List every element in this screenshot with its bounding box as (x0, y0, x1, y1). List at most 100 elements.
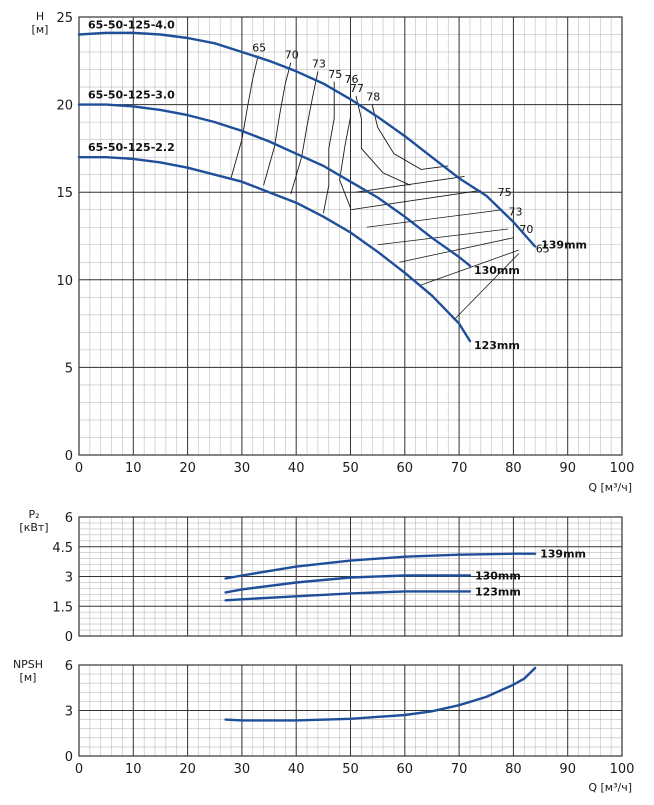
series-line (77, 31, 537, 248)
plot-frame (78, 664, 623, 757)
efficiency-line (263, 62, 292, 186)
y-tick-label: 10 (56, 274, 73, 289)
model-label: 65-50-125-2.2 (88, 141, 175, 154)
grid-major (78, 516, 623, 637)
y-tick-label: 5 (65, 361, 73, 376)
x-tick-label: 50 (342, 762, 359, 777)
efficiency-rung (355, 176, 465, 193)
efficiency-label: 76 (345, 73, 359, 86)
x-tick-label: 70 (451, 461, 468, 476)
efficiency-line (230, 55, 259, 179)
model-label: 65-50-125-3.0 (88, 89, 175, 102)
series-line (224, 552, 537, 580)
efficiency-label: 73 (509, 205, 523, 218)
y-tick-label: 20 (56, 99, 73, 114)
head-curve-labels: 65-50-125-4.0 139mm 65-50-125-3.0 130mm 65-5… (88, 19, 587, 353)
grid-major (78, 16, 623, 456)
head-curves (77, 31, 537, 343)
series-label: 130mm (475, 570, 521, 583)
x-tick-label: 0 (75, 461, 83, 476)
efficiency-label: 75 (498, 186, 512, 199)
y-axis-title: P₂ [кВт] (19, 508, 48, 534)
x-tick-label: 40 (288, 762, 305, 777)
x-tick-label: 60 (397, 762, 414, 777)
efficiency-label: 78 (366, 91, 380, 104)
x-tick-label: 0 (75, 762, 83, 777)
efficiency-line (371, 104, 449, 170)
axis-ticks: 0 5 10 15 20 25 0 10 20 30 40 50 60 70 80 90 100 (56, 11, 634, 476)
model-label: 65-50-125-4.0 (88, 19, 175, 32)
y-tick-label: 4.5 (52, 541, 73, 556)
x-tick-label: 30 (234, 461, 251, 476)
power-curves (224, 552, 537, 602)
y-tick-label: 0 (65, 630, 73, 645)
axis-ticks: 0 1.5 3 4.5 6 (52, 511, 73, 645)
efficiency-label: 73 (312, 57, 326, 70)
x-tick-label: 100 (610, 762, 635, 777)
y-axis-title: NPSH [м] (13, 658, 43, 684)
series-line (224, 574, 472, 594)
efficiency-label: 65 (252, 42, 266, 55)
plot-frame (78, 516, 623, 637)
y-tick-label: 6 (65, 511, 73, 526)
series-line (77, 103, 472, 267)
y-tick-label: 1.5 (52, 600, 73, 615)
x-tick-label: 80 (505, 461, 522, 476)
y-tick-label: 25 (56, 11, 73, 26)
y-tick-label: 3 (65, 571, 73, 586)
grid-major (78, 664, 623, 757)
x-axis-title: Q [м³/ч] (588, 781, 632, 794)
series-line (77, 155, 472, 343)
x-tick-label: 10 (125, 762, 142, 777)
x-tick-label: 30 (234, 762, 251, 777)
efficiency-label: 75 (328, 68, 342, 81)
diameter-label: 139mm (541, 239, 587, 252)
x-tick-label: 50 (342, 461, 359, 476)
series-line (224, 590, 472, 602)
efficiency-rung (399, 237, 514, 263)
series-label: 139mm (540, 548, 586, 561)
npsh-curves (224, 666, 537, 722)
y-tick-label: 15 (56, 186, 73, 201)
efficiency-label: 77 (350, 82, 364, 95)
x-axis-title: Q [м³/ч] (588, 481, 632, 494)
y-tick-label: 3 (65, 705, 73, 720)
diameter-label: 130mm (474, 264, 520, 277)
power-curve-panel: 139mm 130mm 123mm 0 1.5 3 4.5 6 P₂ [кВт] (19, 508, 623, 645)
series-label: 123mm (475, 585, 521, 598)
efficiency-rung (453, 253, 520, 321)
plot-frame (78, 16, 623, 456)
efficiency-line (355, 95, 411, 186)
diameter-label: 123mm (474, 339, 520, 352)
y-axis-title: H [м] (32, 10, 49, 36)
x-tick-label: 20 (179, 762, 196, 777)
efficiency-line (322, 81, 335, 214)
x-tick-label: 40 (288, 461, 305, 476)
x-tick-label: 90 (559, 461, 576, 476)
efficiency-line (290, 71, 319, 195)
x-tick-label: 60 (397, 461, 414, 476)
y-tick-label: 0 (65, 750, 73, 765)
efficiency-label: 70 (285, 49, 299, 62)
x-tick-label: 20 (179, 461, 196, 476)
efficiency-rung (350, 190, 481, 211)
efficiency-line (339, 87, 351, 209)
efficiency-rung (420, 249, 519, 286)
efficiency-rung (366, 209, 503, 228)
x-tick-label: 70 (451, 762, 468, 777)
x-tick-label: 100 (610, 461, 635, 476)
y-tick-label: 6 (65, 659, 73, 674)
series-line (224, 666, 537, 722)
x-tick-label: 10 (125, 461, 142, 476)
x-tick-label: 90 (559, 762, 576, 777)
y-tick-label: 0 (65, 449, 73, 464)
efficiency-rung (377, 228, 509, 246)
efficiency-label: 65 (536, 242, 550, 255)
power-curve-labels: 139mm 130mm 123mm (475, 548, 586, 599)
x-tick-label: 80 (505, 762, 522, 777)
